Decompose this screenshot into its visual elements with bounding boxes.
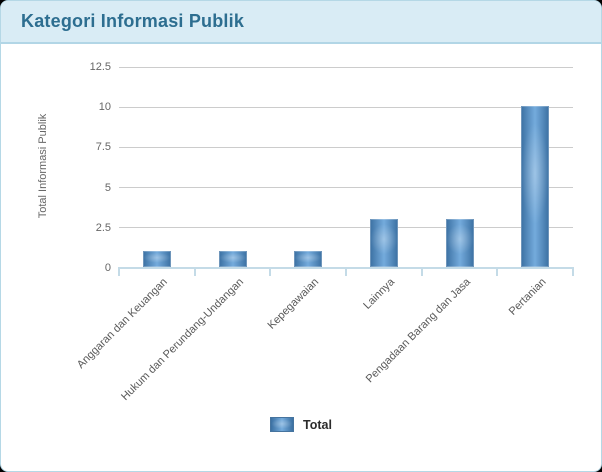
y-tick-label: 10: [98, 101, 111, 114]
gridline: [119, 146, 573, 148]
page-title: Kategori Informasi Publik: [21, 11, 245, 31]
y-tick-label: 5: [104, 181, 111, 194]
x-axis-label: Lainnya: [361, 276, 398, 312]
x-axis-tick: [496, 269, 499, 276]
x-axis-label: Hukum dan Perundang-Undangan: [119, 276, 246, 403]
x-axis-tick: [269, 269, 272, 276]
gridline: [119, 106, 573, 108]
legend-swatch-icon: [270, 417, 295, 432]
bar[interactable]: [142, 250, 171, 267]
gridline: [119, 66, 573, 68]
bar[interactable]: [521, 106, 550, 267]
y-axis-title: Total Informasi Publik: [37, 113, 49, 219]
legend[interactable]: Total: [1, 417, 601, 432]
bar[interactable]: [445, 218, 474, 267]
x-axis-tick: [572, 269, 574, 276]
gridline: [119, 187, 573, 189]
bar[interactable]: [294, 250, 323, 267]
y-tick-label: 0: [104, 262, 111, 274]
gridline: [119, 227, 573, 229]
y-tick-label: 2.5: [95, 221, 111, 234]
x-axis-line: [118, 267, 574, 269]
x-axis-tick: [345, 269, 347, 276]
x-axis-tick: [420, 269, 423, 276]
x-axis-tick: [118, 269, 120, 276]
bar[interactable]: [369, 218, 398, 267]
legend-label: Total: [303, 417, 332, 432]
card-header: Kategori Informasi Publik: [1, 1, 601, 44]
x-axis-label: Pertanian: [506, 276, 549, 318]
y-tick-label: 12.5: [89, 61, 111, 73]
x-axis-tick: [193, 269, 196, 276]
y-tick-label: 7.5: [95, 141, 111, 154]
x-axis-label: Kepegawaian: [266, 276, 322, 332]
bar[interactable]: [218, 250, 247, 267]
